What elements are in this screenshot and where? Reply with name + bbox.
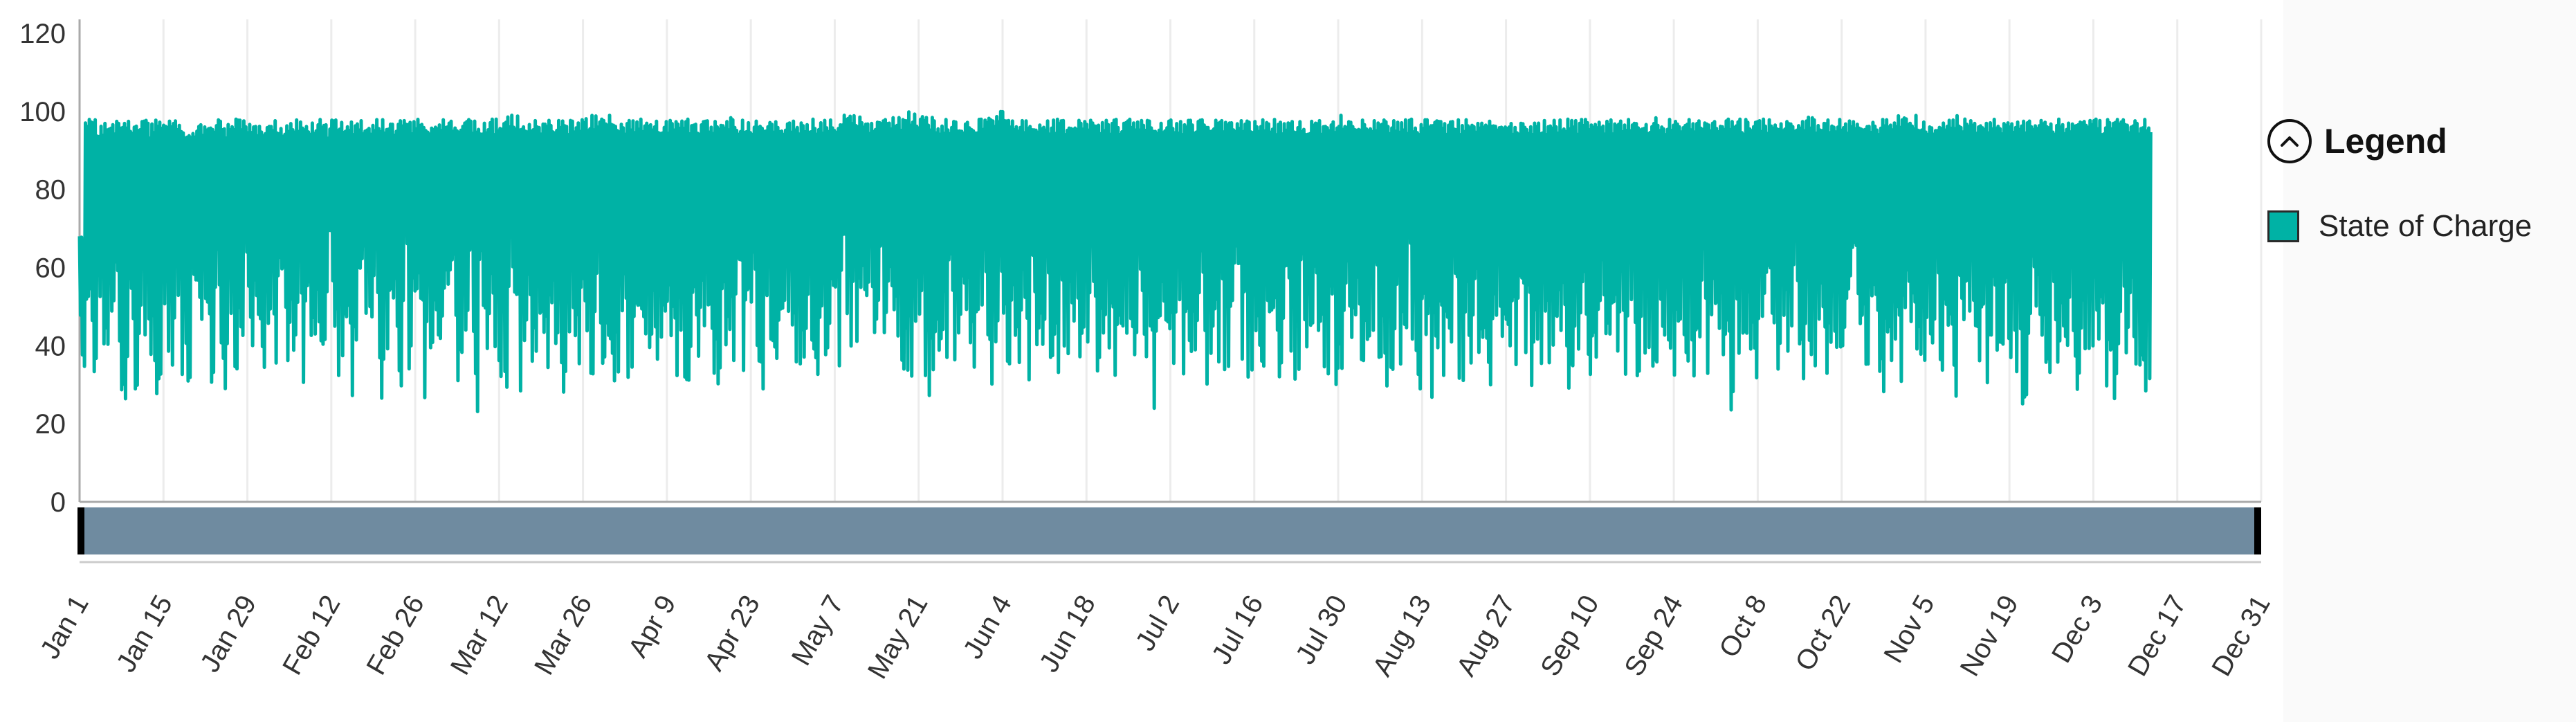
x-tick-label: Aug 27 <box>1451 590 1521 682</box>
legend: Legend State of Charge <box>2257 119 2575 285</box>
legend-item-label: State of Charge <box>2319 209 2532 243</box>
x-tick-label: Jan 15 <box>111 590 179 678</box>
x-tick-label: Jul 16 <box>1206 590 1269 669</box>
x-tick-label: Aug 13 <box>1367 590 1437 682</box>
range-navigator[interactable] <box>77 507 2261 563</box>
legend-swatch <box>2267 210 2299 242</box>
x-tick-label: Nov 5 <box>1878 590 1940 668</box>
x-tick-label: Oct 22 <box>1789 590 1856 676</box>
x-tick-label: Dec 17 <box>2122 590 2192 682</box>
navigator-handle-right <box>2254 507 2261 554</box>
legend-item-state-of-charge[interactable]: State of Charge <box>2267 209 2532 244</box>
y-tick-label: 40 <box>35 331 66 361</box>
y-tick-label: 20 <box>35 409 66 440</box>
x-tick-label: Oct 8 <box>1713 590 1773 663</box>
legend-title: Legend <box>2324 122 2447 161</box>
x-tick-label: Apr 9 <box>623 590 682 663</box>
x-tick-label: Jan 1 <box>35 590 95 665</box>
x-tick-label: May 7 <box>786 590 850 671</box>
legend-header[interactable]: Legend <box>2267 119 2447 163</box>
navigator-track <box>80 507 2261 554</box>
x-axis: Jan 1 Jan 15 Jan 29 Feb 12 Feb 26 Mar 12 Mar 2… <box>35 590 2276 685</box>
x-tick-label: Feb 26 <box>361 590 430 680</box>
series-line <box>77 109 2153 413</box>
x-tick-label: May 21 <box>862 590 934 685</box>
x-tick-label: Dec 31 <box>2206 590 2276 682</box>
y-tick-label: 60 <box>35 253 66 284</box>
x-tick-label: Sep 10 <box>1535 590 1605 682</box>
y-tick-label: 0 <box>51 487 66 518</box>
x-tick-label: Sep 24 <box>1618 590 1688 682</box>
chevron-up-icon[interactable] <box>2267 119 2312 163</box>
x-tick-label: Nov 19 <box>1955 590 2025 682</box>
x-tick-label: Apr 23 <box>699 590 766 676</box>
x-tick-label: Jun 4 <box>958 590 1018 665</box>
y-axis: 0 20 40 60 80 100 120 <box>19 19 81 518</box>
x-tick-label: Jan 29 <box>194 590 262 678</box>
legend-panel-bg <box>2283 0 2576 722</box>
y-tick-label: 80 <box>35 175 66 206</box>
x-tick-label: Mar 12 <box>445 590 514 680</box>
x-tick-label: Jul 30 <box>1290 590 1353 669</box>
x-tick-label: Dec 3 <box>2046 590 2108 668</box>
navigator-handle-left <box>77 507 84 554</box>
y-tick-label: 100 <box>19 97 66 127</box>
x-tick-label: Feb 12 <box>277 590 346 680</box>
x-tick-label: Mar 26 <box>529 590 598 680</box>
x-tick-label: Jul 2 <box>1130 590 1185 656</box>
x-tick-label: Jun 18 <box>1034 590 1102 678</box>
y-tick-label: 120 <box>19 19 66 49</box>
series-state-of-charge <box>77 109 2153 413</box>
